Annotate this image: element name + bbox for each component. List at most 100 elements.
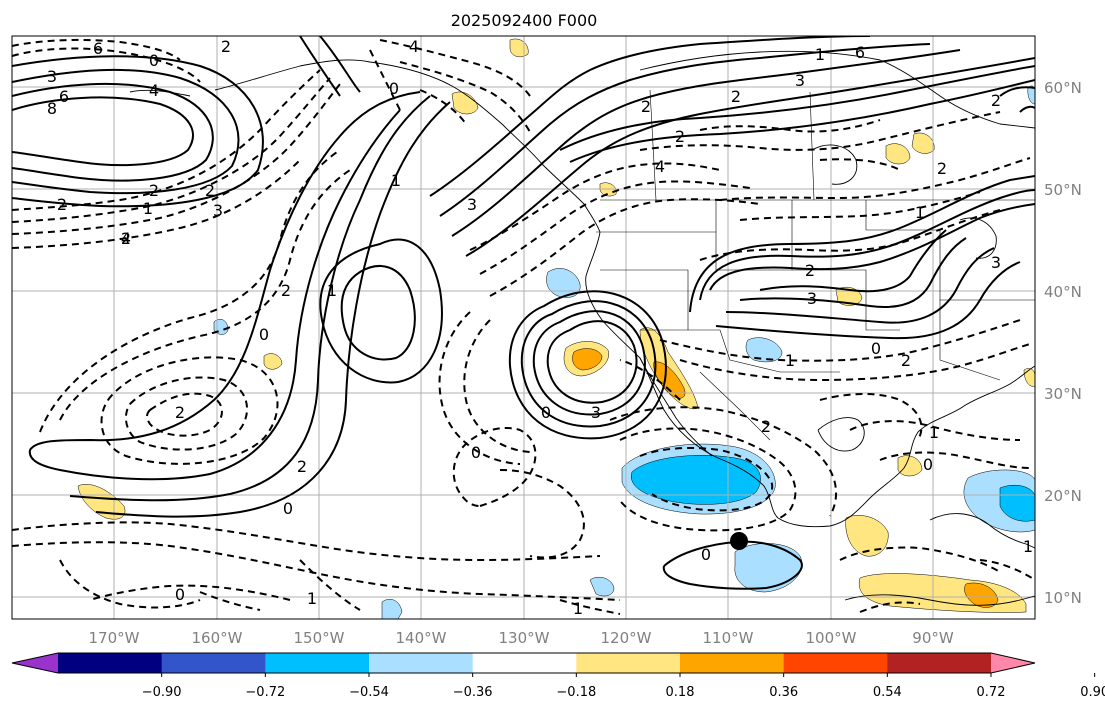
positive-anomaly-patch (1023, 368, 1035, 387)
lon-label: 100°W (806, 629, 857, 647)
contour-line (739, 191, 981, 221)
map-frame (11, 35, 1036, 620)
contour-line (451, 49, 961, 237)
contour-label: 1 (785, 351, 795, 370)
contour-label: 0 (149, 51, 159, 70)
positive-anomaly-patch (263, 353, 283, 370)
contour-line (379, 39, 531, 97)
contour-line (12, 38, 181, 61)
lat-label: 20°N (1044, 487, 1082, 505)
colorbar-cell (265, 653, 370, 673)
contour-line (319, 238, 443, 384)
negative-anomaly-patch (1027, 85, 1035, 105)
contour-line (12, 82, 214, 182)
contour-line (725, 247, 995, 324)
map-area: 6 0 2 3 4 6 8 2 2 1 2 2 3 4 6 1 2 3 4 2 … (12, 36, 1035, 619)
contour-line (299, 36, 341, 97)
contour-line (759, 229, 947, 293)
map-title: 2025092400 F000 (451, 11, 598, 30)
contour-label: 0 (283, 499, 293, 518)
colorbar: −0.90 −0.72 −0.54 −0.36 −0.18 0.18 0.36 0.54 0.7… (11, 652, 1105, 700)
contour-label: 6 (59, 87, 69, 106)
lon-label: 120°W (601, 629, 652, 647)
colorbar-tick-label: 0.36 (769, 685, 798, 700)
contour-label: 0 (471, 443, 481, 462)
colorbar-extend-low (12, 653, 58, 673)
negative-anomaly-patch (589, 577, 615, 597)
contour-line (979, 559, 1035, 581)
contour-label: 1 (915, 203, 925, 222)
strong-positive-anomaly-patch (964, 582, 999, 608)
contour-line (532, 310, 646, 416)
latitude-labels: 60°N 50°N 40°N 30°N 20°N 10°N (1044, 79, 1082, 607)
contour-label: 2 (57, 195, 67, 214)
contour-line (12, 55, 264, 208)
contour-label: 0 (923, 455, 933, 474)
contour-line (299, 559, 361, 611)
filled-circle-marker (730, 532, 748, 550)
contour-label: 1 (391, 171, 401, 190)
colorbar-cell (161, 653, 266, 673)
strong-positive-anomaly-patch (572, 348, 603, 371)
contour-label: 3 (47, 67, 57, 86)
lon-label: 170°W (89, 629, 140, 647)
contour-line (699, 209, 1001, 261)
contour-line (12, 159, 301, 249)
contour-line (465, 57, 1035, 257)
colorbar-tick-label: −0.72 (245, 685, 285, 700)
colorbar-tick-label: −0.54 (349, 685, 389, 700)
contour-label: 4 (655, 157, 665, 176)
colorbar-cell (58, 653, 163, 673)
contour-line (95, 101, 451, 518)
contour-label: 0 (871, 339, 881, 358)
contour-line (100, 356, 279, 465)
positive-anomaly-patch (911, 132, 935, 154)
contour-line (399, 61, 531, 133)
positive-anomaly-patch (77, 484, 126, 520)
lat-label: 10°N (1044, 589, 1082, 607)
contour-line (639, 111, 1001, 151)
contour-label: 1 (327, 281, 337, 300)
contour-label: 2 (281, 281, 291, 300)
contour-line (508, 290, 667, 440)
contour-line (419, 89, 467, 125)
contour-label: 2 (901, 351, 911, 370)
dashed-contours (12, 38, 1035, 615)
contour-label: 3 (591, 403, 601, 422)
colorbar-tick-label: −0.90 (142, 685, 182, 700)
contour-line (879, 451, 1031, 469)
contour-line (719, 157, 1031, 201)
contour-line (340, 265, 416, 361)
contour-label: 1 (307, 589, 317, 608)
contour-label: 3 (991, 253, 1001, 272)
contour-line (39, 149, 341, 433)
contour-line (12, 83, 341, 235)
colorbar-cell (576, 653, 681, 673)
colorbar-tick-label: −0.18 (556, 685, 596, 700)
lon-label: 150°W (294, 629, 345, 647)
contour-line (1019, 105, 1035, 113)
contour-label: 2 (937, 159, 947, 178)
contour-label: 3 (795, 71, 805, 90)
contour-label: 3 (467, 195, 477, 214)
contour-line (59, 559, 201, 609)
contour-label: 2 (675, 127, 685, 146)
contour-line (739, 237, 967, 308)
contour-label: 2 (221, 37, 231, 56)
contour-label: 1 (573, 599, 583, 618)
contour-line (479, 180, 751, 275)
contour-label: 0 (175, 585, 185, 604)
contour-label: 6 (855, 43, 865, 62)
negative-anomaly-patch (546, 268, 581, 298)
negative-anomaly-patch (381, 599, 403, 619)
graticule (12, 36, 1035, 619)
colorbar-cell (472, 653, 577, 673)
contour-line (59, 169, 351, 421)
contour-label: 1 (1023, 537, 1033, 556)
contour-line (859, 601, 921, 613)
contour-line (520, 300, 657, 428)
contour-line (546, 320, 638, 404)
contour-line (12, 68, 240, 195)
contour-label: 2 (175, 403, 185, 422)
contour-line (429, 36, 871, 197)
